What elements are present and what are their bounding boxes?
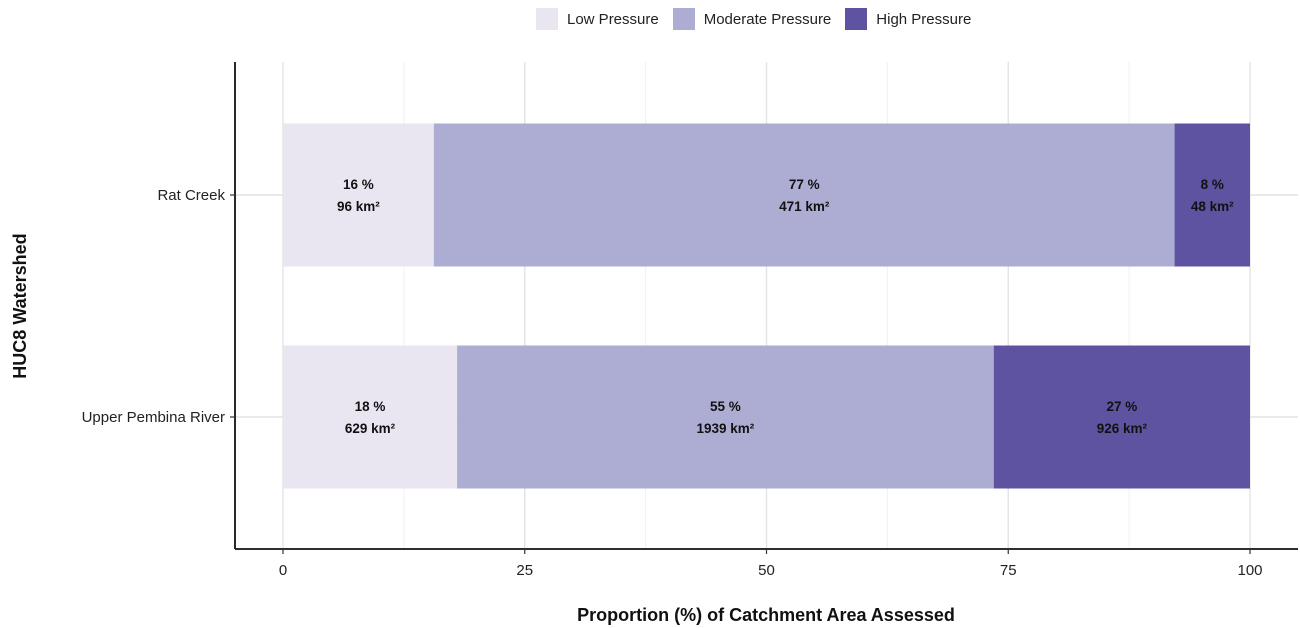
bar-labels: 16 % 96 km² 77 % 471 km² 8 % 48 km² 18 % 629 km… <box>337 177 1234 436</box>
x-tick-label-0: 0 <box>279 562 287 579</box>
bar-label-rat-creek-moderate-pressure-area: 471 km² <box>779 199 830 214</box>
legend-item-moderate: Moderate Pressure <box>672 8 832 30</box>
chart-legend: Low Pressure Moderate Pressure High Pres… <box>536 6 971 32</box>
bar-label-upper-pembina-river-low-pressure-percent: 18 % <box>355 399 386 414</box>
bar-upper-pembina-river-high-pressure <box>993 345 1250 489</box>
x-tick-label-2: 50 <box>758 562 775 579</box>
x-tick-label-4: 100 <box>1237 562 1262 579</box>
bar-label-rat-creek-low-pressure-percent: 16 % <box>343 177 374 192</box>
bar-label-upper-pembina-river-high-pressure-area: 926 km² <box>1097 421 1148 436</box>
bar-label-rat-creek-high-pressure-area: 48 km² <box>1191 199 1234 214</box>
bar-label-upper-pembina-river-moderate-pressure-area: 1939 km² <box>697 421 755 436</box>
legend-item-low: Low Pressure <box>536 8 659 30</box>
bar-rat-creek-moderate-pressure <box>433 123 1175 267</box>
legend-item-high: High Pressure <box>845 8 971 30</box>
x-tick-label-3: 75 <box>1000 562 1017 579</box>
y-axis-title: HUC8 Watershed <box>10 233 30 378</box>
bar-rat-creek-low-pressure <box>283 123 434 267</box>
legend-label-low: Low Pressure <box>567 10 659 28</box>
axes: 0 25 50 75 100 Rat Creek Upper Pembina River <box>82 62 1298 579</box>
bar-rat-creek-high-pressure <box>1174 123 1250 267</box>
bar-upper-pembina-river-low-pressure <box>283 345 458 489</box>
legend-swatch-moderate <box>672 8 695 30</box>
bar-label-rat-creek-moderate-pressure-percent: 77 % <box>789 177 820 192</box>
bar-label-upper-pembina-river-high-pressure-percent: 27 % <box>1106 399 1137 414</box>
y-tick-label-rat-creek: Rat Creek <box>157 187 225 204</box>
legend-label-moderate: Moderate Pressure <box>703 10 832 28</box>
x-tick-label-1: 25 <box>516 562 533 579</box>
x-axis-title: Proportion (%) of Catchment Area Assesse… <box>577 605 955 625</box>
bar-upper-pembina-river-moderate-pressure <box>457 345 994 489</box>
legend-swatch-high <box>845 8 868 30</box>
bar-label-rat-creek-low-pressure-area: 96 km² <box>337 199 380 214</box>
bar-label-upper-pembina-river-low-pressure-area: 629 km² <box>345 421 396 436</box>
bar-label-rat-creek-high-pressure-percent: 8 % <box>1201 177 1224 192</box>
bars <box>283 123 1250 489</box>
bar-label-upper-pembina-river-moderate-pressure-percent: 55 % <box>710 399 741 414</box>
y-tick-label-upper-pembina-river: Upper Pembina River <box>82 409 225 426</box>
legend-swatch-low <box>536 8 558 30</box>
legend-label-high: High Pressure <box>876 10 972 28</box>
